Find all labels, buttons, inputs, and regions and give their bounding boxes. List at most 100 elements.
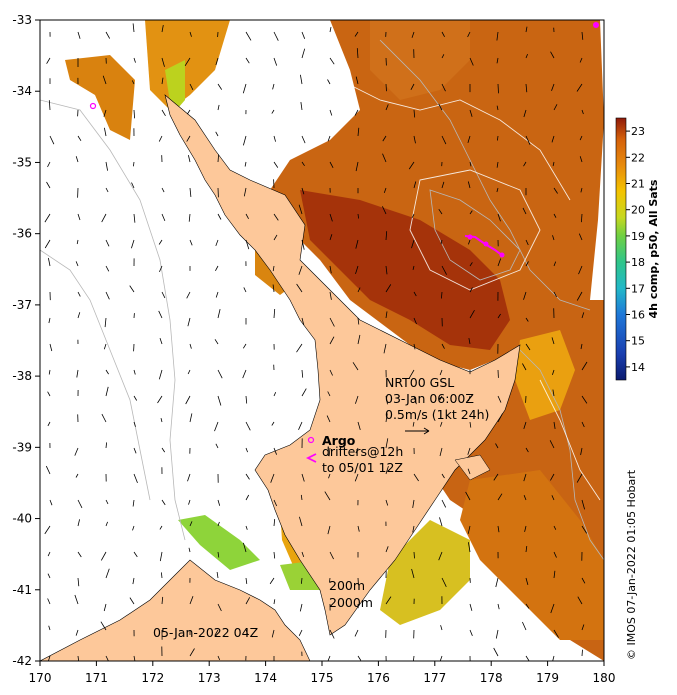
current-arrow — [243, 542, 247, 553]
isobath-lines — [40, 39, 604, 561]
current-arrow — [468, 542, 471, 553]
current-arrow — [385, 311, 388, 319]
drifter-marker — [483, 241, 489, 247]
current-arrow — [189, 648, 195, 657]
current-arrow — [553, 629, 559, 638]
current-arrow — [329, 291, 332, 300]
current-arrow — [129, 597, 135, 605]
current-arrow — [133, 447, 137, 454]
current-arrow — [355, 395, 359, 404]
current-arrow — [549, 440, 555, 449]
current-arrow — [327, 79, 331, 85]
drifter-legend-line1: drifters@12h — [322, 444, 403, 459]
current-arrow — [496, 161, 499, 168]
current-arrow — [186, 135, 191, 142]
current-arrow — [161, 447, 166, 453]
current-arrow — [100, 621, 107, 631]
current-arrow — [243, 187, 247, 197]
current-arrow — [132, 499, 135, 507]
lon-tick-label: 172 — [141, 671, 164, 685]
current-arrow — [468, 395, 471, 402]
current-arrow — [186, 291, 191, 299]
current-arrow — [576, 83, 583, 92]
current-arrow — [581, 499, 585, 510]
current-arrow — [161, 499, 166, 506]
current-arrow — [271, 421, 275, 426]
lon-tick-label: 175 — [311, 671, 334, 685]
current-arrow — [576, 291, 583, 301]
current-arrow — [329, 27, 332, 33]
current-arrow — [245, 473, 250, 480]
current-arrow — [580, 187, 583, 193]
current-arrow — [357, 525, 360, 532]
lat-axis: -33 -34 -35 -36 -37 -38 -39 -40 -41 -42 — [12, 13, 40, 668]
current-arrow — [271, 109, 275, 114]
sst-patch-southeast — [460, 470, 604, 640]
current-arrow — [161, 572, 163, 579]
current-arrow — [523, 291, 527, 300]
current-arrow — [48, 100, 51, 111]
current-arrow — [100, 551, 107, 561]
current-arrow — [525, 239, 529, 246]
current-arrow — [329, 265, 332, 274]
current-arrow — [581, 649, 583, 657]
current-arrow — [187, 317, 191, 327]
current-arrow — [413, 395, 417, 405]
current-arrow — [411, 239, 415, 249]
current-arrow — [496, 187, 499, 193]
current-arrow — [357, 127, 360, 137]
current-arrow — [77, 519, 80, 527]
current-arrow — [496, 105, 499, 111]
current-arrow — [552, 369, 555, 376]
current-arrow — [524, 525, 527, 532]
current-arrow — [273, 308, 276, 319]
current-arrow — [245, 525, 248, 530]
lon-tick-label: 171 — [85, 671, 108, 685]
current-arrow — [47, 573, 51, 579]
current-arrow — [525, 603, 530, 609]
current-arrow — [74, 447, 79, 456]
current-arrow — [105, 187, 109, 193]
current-arrow — [105, 239, 110, 247]
current-arrow — [217, 154, 219, 163]
current-arrow — [385, 395, 388, 405]
current-arrow — [132, 23, 135, 33]
current-arrow — [215, 131, 219, 137]
lat-tick-label: -42 — [12, 654, 32, 668]
current-arrow — [77, 312, 81, 319]
current-arrow — [329, 629, 335, 639]
current-arrow — [133, 551, 138, 558]
current-arrow — [525, 655, 530, 661]
current-arrow — [525, 577, 529, 586]
current-arrow — [551, 83, 555, 91]
current-arrow — [410, 83, 415, 90]
argo-float-marker — [89, 102, 97, 110]
current-arrow — [161, 25, 164, 33]
colorbar-tick-label: 17 — [631, 282, 645, 295]
current-arrow — [77, 135, 82, 142]
current-arrow — [469, 210, 473, 215]
current-arrow — [300, 494, 303, 501]
colorbar: 14 15 16 17 18 19 20 21 22 23 4h comp, p50, All S… — [615, 117, 660, 381]
current-arrow — [579, 156, 583, 163]
current-arrow — [133, 421, 136, 427]
current-arrow — [354, 629, 359, 637]
current-arrow — [44, 239, 51, 249]
current-arrow — [103, 109, 107, 117]
current-arrow — [273, 31, 279, 41]
current-arrow — [469, 310, 475, 319]
scale-arrow — [405, 427, 430, 435]
islet-1 — [454, 454, 491, 481]
current-arrow — [439, 447, 443, 457]
current-arrow — [160, 418, 163, 423]
current-arrow — [46, 57, 51, 64]
current-arrow — [273, 519, 276, 527]
current-arrow — [273, 447, 277, 455]
current-arrow — [553, 104, 558, 111]
current-arrow — [129, 285, 135, 293]
current-arrow — [441, 181, 445, 189]
current-arrow — [581, 31, 584, 40]
current-arrow — [77, 31, 81, 39]
current-label-line1: NRT00 GSL — [385, 375, 454, 390]
current-arrow — [133, 395, 138, 401]
